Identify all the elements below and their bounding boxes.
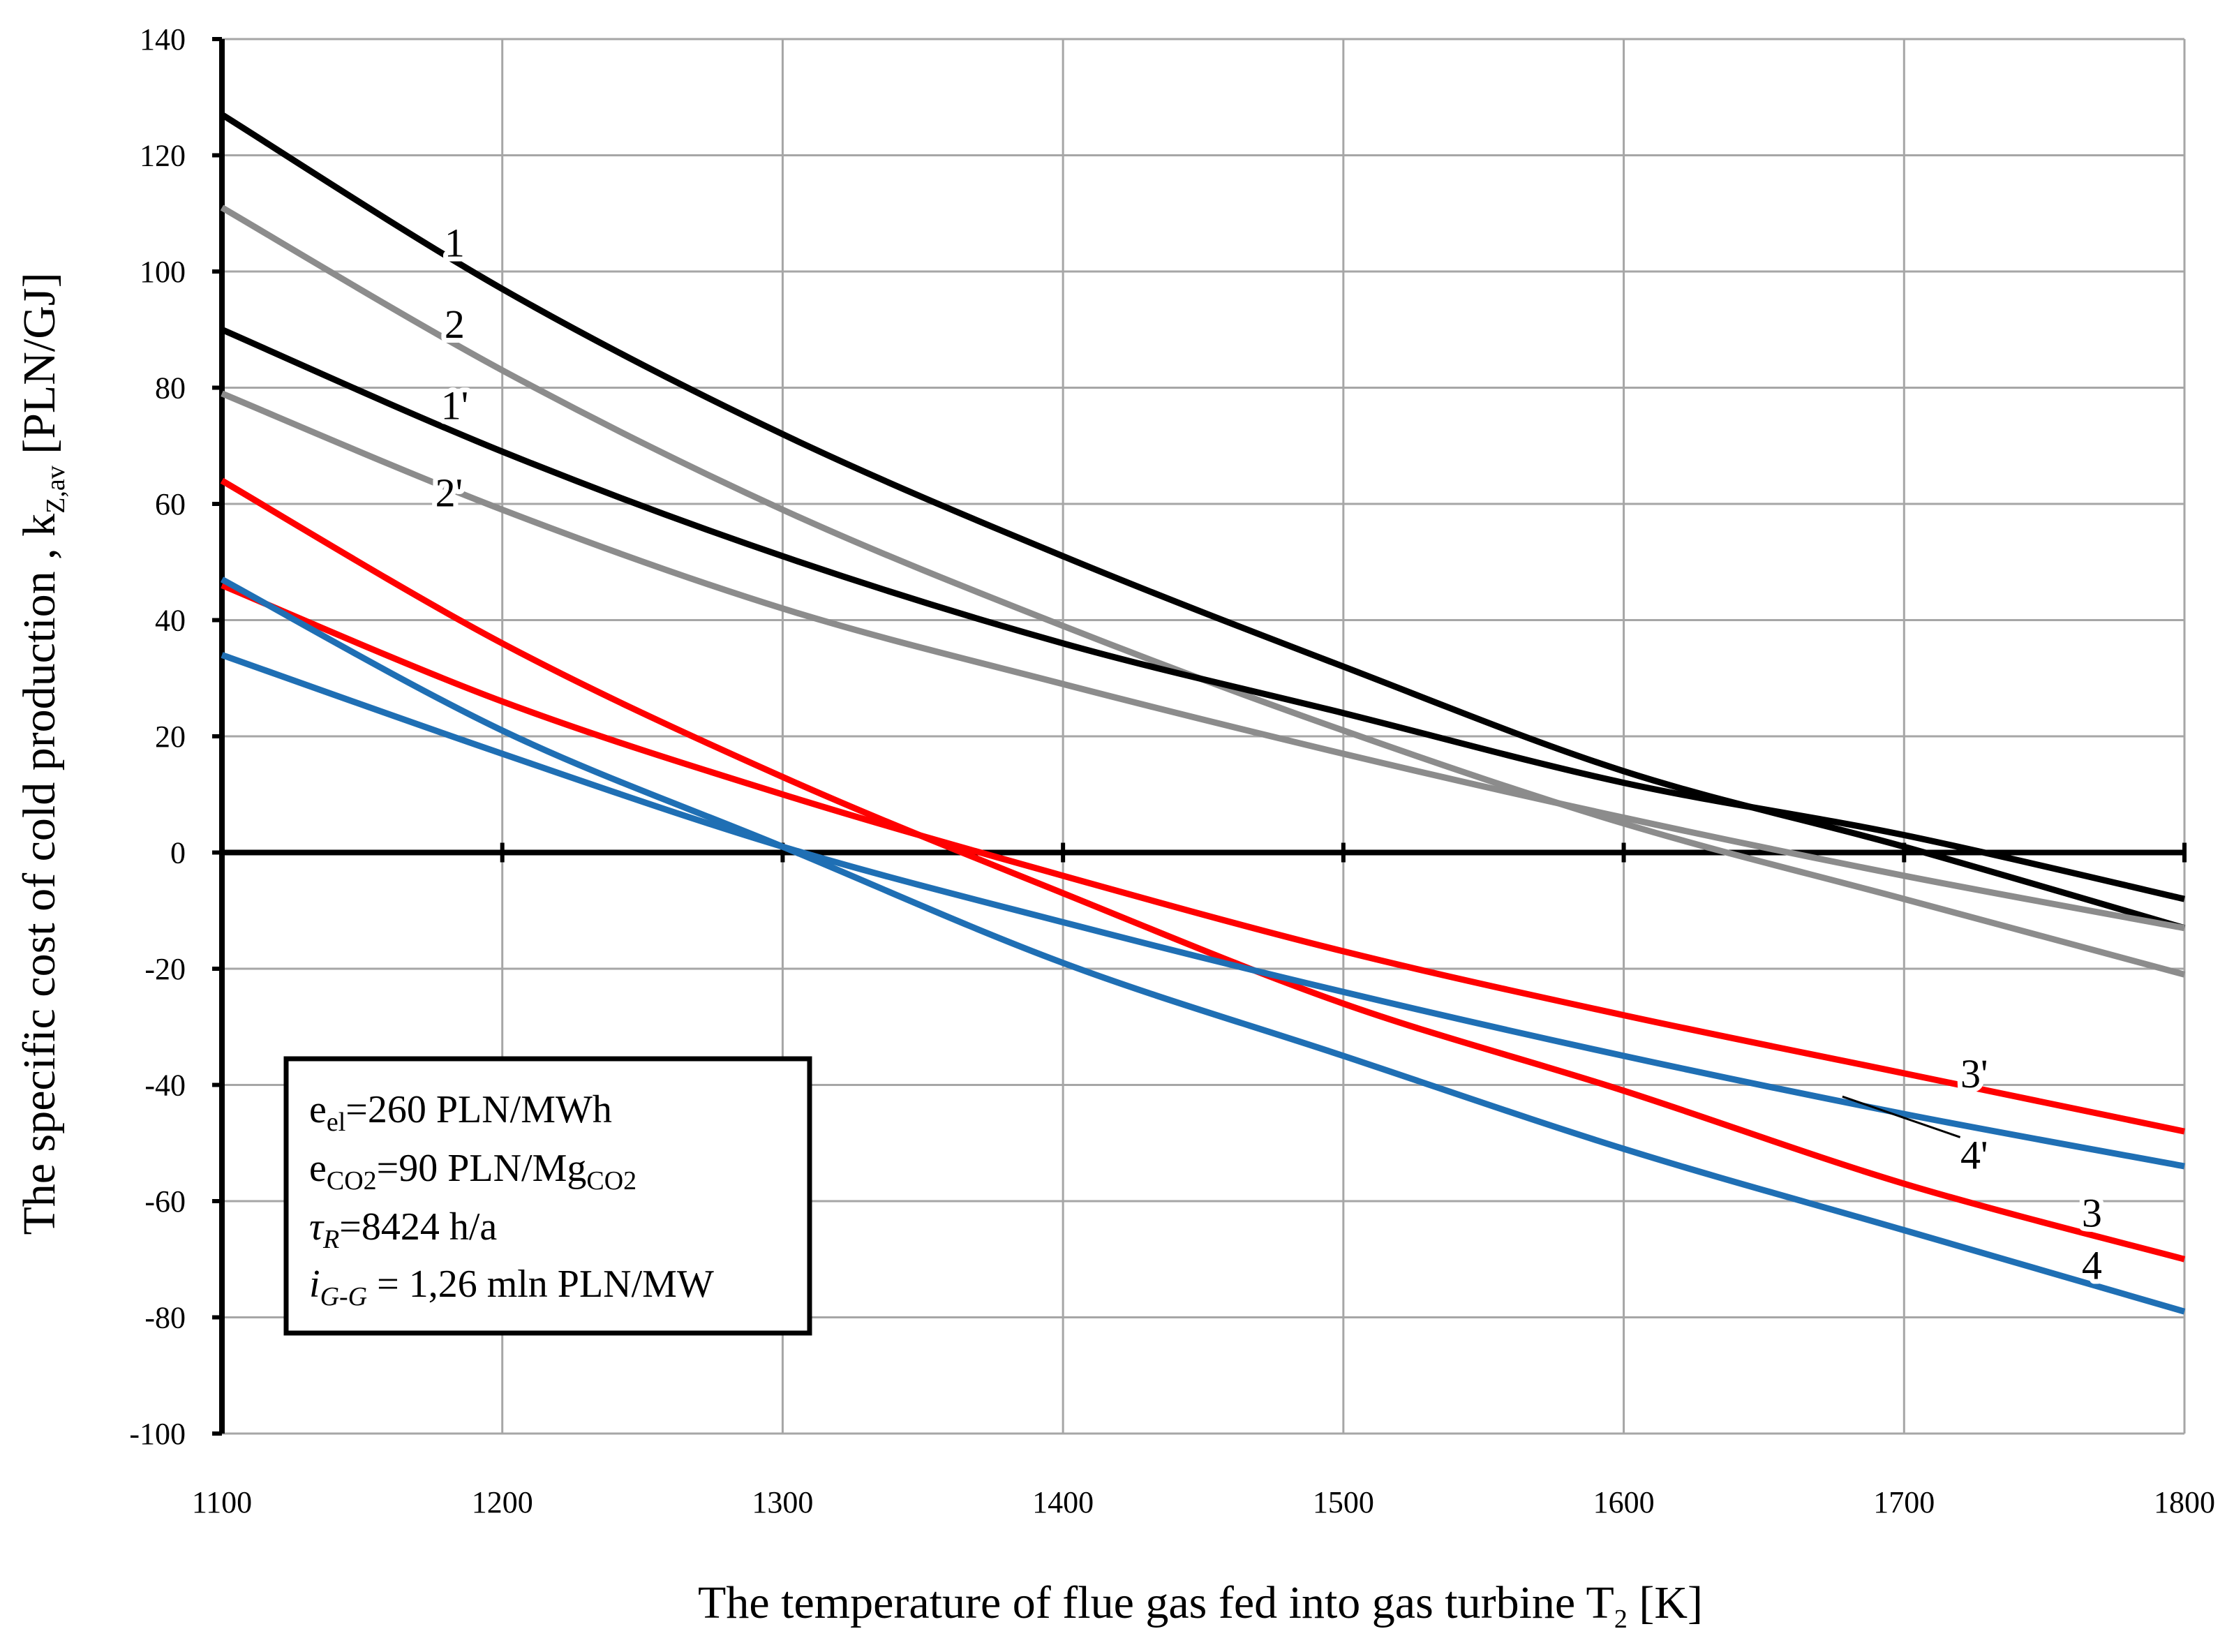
series-line-1 (220, 112, 2186, 932)
y-tick-label: -40 (144, 1069, 186, 1103)
y-axis-title: The specific cost of cold production , k… (14, 272, 70, 1235)
curve-label-2-halo: 2 (445, 302, 465, 347)
parameter-co2-price: eCO2=90 PLN/MgCO2 (309, 1147, 636, 1196)
y-axis-title-unit: [PLN/GJ] (14, 272, 65, 466)
curve-label-1-prime-halo: 1' (441, 382, 468, 428)
parameter-operating-time: τR=8424 h/a (309, 1205, 497, 1254)
series-line-2-prime (221, 390, 2185, 932)
curve-label-3-prime-halo: 3' (1960, 1051, 1988, 1096)
parameter-unit-investment: iG-G = 1,26 mln PLN/MW (309, 1263, 714, 1311)
series-line-1-prime (221, 327, 2186, 902)
x-tick-label: 1300 (752, 1485, 813, 1519)
parameter-el-price: eel=260 PLN/MWh (309, 1088, 612, 1137)
y-tick-label: -100 (129, 1417, 186, 1451)
curve-label-2-prime: 2' (435, 470, 463, 515)
curve-label-4: 4 (2082, 1243, 2102, 1288)
y-tick-label: 40 (155, 604, 186, 638)
y-tick-label: 140 (140, 22, 186, 57)
series-line-4 (220, 576, 2186, 1315)
grid (222, 38, 2186, 1435)
curve-label-2-prime-halo: 2' (435, 470, 463, 515)
curve-label-3-prime: 3' (1960, 1051, 1988, 1096)
axes (212, 37, 2187, 1436)
y-tick-label: -60 (144, 1184, 186, 1219)
parameter-box: eel=260 PLN/MWh eCO2=90 PLN/MgCO2 τR=842… (283, 1056, 812, 1336)
x-axis-title: The temperature of flue gas fed into gas… (698, 1577, 1703, 1634)
curve-label-1: 1 (445, 220, 465, 265)
x-axis-title-subscript: 2 (1614, 1605, 1628, 1634)
y-tick-label: 0 (170, 836, 186, 870)
x-tick-label: 1400 (1032, 1485, 1094, 1519)
x-tick-label: 1200 (472, 1485, 533, 1519)
curve-label-1-prime: 1' (441, 382, 468, 428)
y-axis-title-main: The specific cost of cold production , k (14, 514, 65, 1235)
x-axis-title-main: The temperature of flue gas fed into gas… (698, 1577, 1614, 1628)
y-tick-label: 80 (155, 371, 186, 405)
x-axis-title-unit: [K] (1628, 1577, 1703, 1628)
leader-line-4-prime (1842, 1095, 1961, 1138)
curve-label-4-halo: 4 (2082, 1243, 2102, 1288)
x-tick-label: 1500 (1313, 1485, 1374, 1519)
curve-label-3-halo: 3 (2082, 1191, 2102, 1236)
parameter-box-frame (283, 1056, 812, 1336)
y-tick-label: 120 (140, 139, 186, 173)
curve-label-1-halo: 1 (445, 220, 465, 265)
y-tick-label: 60 (155, 487, 186, 521)
curve-label-2: 2 (445, 302, 465, 347)
series-line-3-prime (221, 582, 2185, 1135)
x-tick-label: 1800 (2154, 1485, 2215, 1519)
series-lines (220, 112, 2186, 1315)
curve-label-4-prime: 4' (1960, 1132, 1988, 1177)
y-tick-label: -20 (144, 952, 186, 986)
y-tick-label: 20 (155, 720, 186, 754)
x-tick-label: 1600 (1593, 1485, 1655, 1519)
curve-label-4-prime-halo: 4' (1960, 1132, 1988, 1177)
y-axis-title-subscript: Z,av (41, 466, 70, 514)
curve-label-3: 3 (2082, 1191, 2102, 1236)
series-line-3 (220, 477, 2186, 1263)
x-tick-label: 1700 (1873, 1485, 1935, 1519)
x-tick-label: 1100 (192, 1485, 252, 1519)
series-line-4-prime (221, 652, 2185, 1170)
y-tick-label: 100 (140, 255, 186, 289)
y-tick-label: -80 (144, 1301, 186, 1335)
